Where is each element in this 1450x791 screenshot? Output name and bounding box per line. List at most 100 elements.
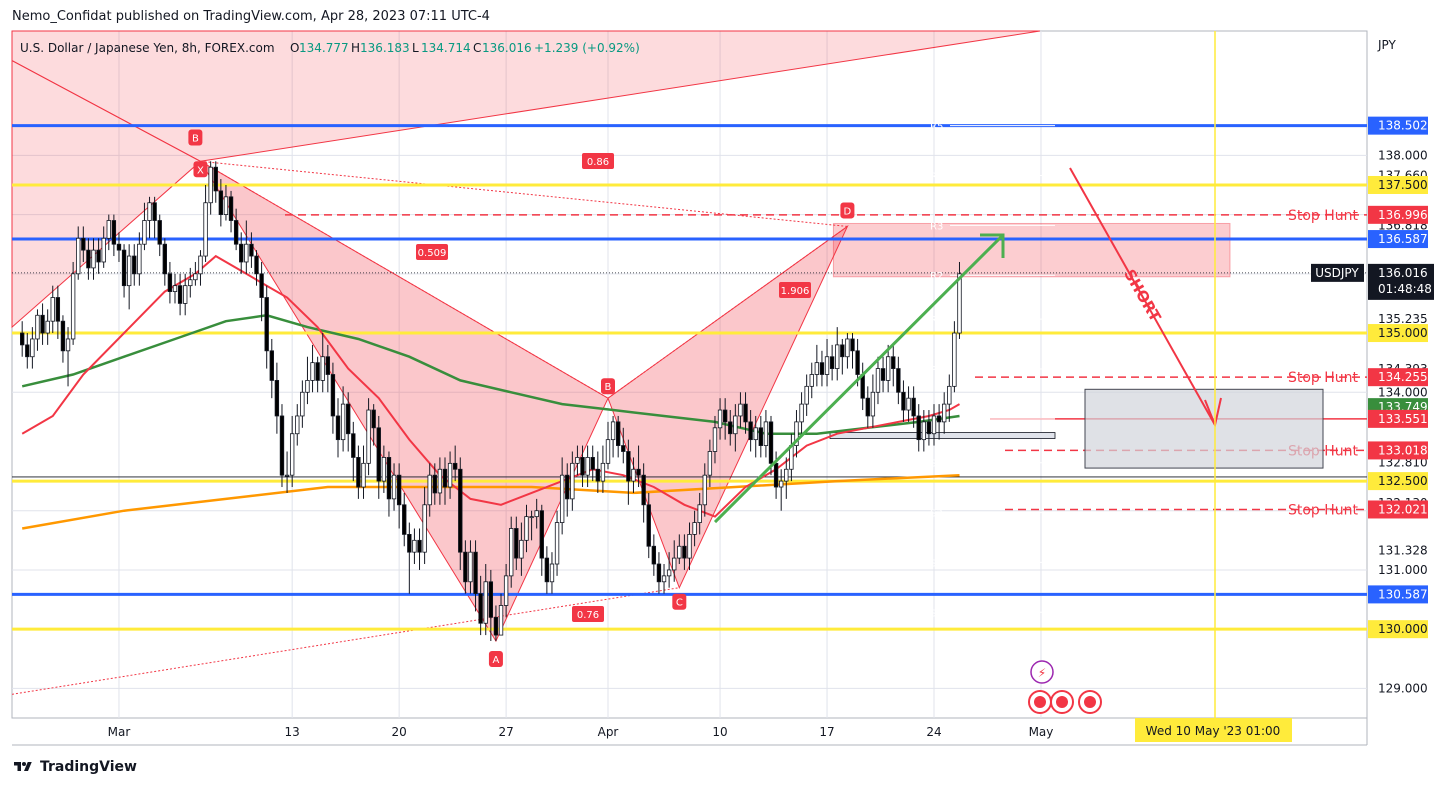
candle bbox=[947, 385, 952, 405]
level-axis-label: 135.000 bbox=[1378, 326, 1428, 340]
stop-hunt-label: Stop Hunt bbox=[1288, 370, 1359, 386]
time-tick-label: 17 bbox=[819, 725, 834, 739]
time-tick-label: Mar bbox=[108, 725, 131, 739]
ratio-badge bbox=[779, 282, 811, 298]
candle bbox=[936, 415, 942, 423]
candle bbox=[458, 468, 463, 553]
candle bbox=[519, 539, 524, 559]
candle bbox=[636, 468, 641, 476]
candle bbox=[702, 474, 707, 506]
candle bbox=[452, 462, 458, 470]
candle bbox=[121, 249, 127, 287]
candle bbox=[259, 273, 264, 298]
candle bbox=[35, 314, 40, 340]
candle bbox=[580, 457, 585, 476]
us-flag-inner bbox=[1056, 696, 1068, 708]
time-tick-label: 24 bbox=[926, 725, 941, 739]
candle bbox=[198, 255, 203, 275]
axis-extra-label: 131.328 bbox=[1378, 544, 1428, 558]
candle bbox=[570, 462, 575, 500]
range-box-small bbox=[829, 432, 1056, 439]
publish-line: Nemo_Confidat published on TradingView.c… bbox=[12, 9, 490, 24]
candle bbox=[692, 522, 697, 535]
candle bbox=[147, 202, 152, 221]
candle bbox=[91, 249, 96, 269]
ohlc-key: O bbox=[290, 41, 299, 55]
candle bbox=[845, 338, 850, 358]
candle bbox=[279, 415, 285, 476]
candle bbox=[712, 427, 718, 452]
ohlc-change: +1.239 (+0.92%) bbox=[534, 41, 640, 55]
level-axis-label: 136.996 bbox=[1378, 208, 1428, 222]
candle bbox=[432, 474, 437, 494]
level-axis-badge bbox=[1368, 324, 1428, 343]
axis-label-bg bbox=[1368, 310, 1428, 329]
lightning-icon bbox=[1030, 660, 1054, 684]
candle bbox=[142, 220, 147, 245]
candle bbox=[320, 356, 325, 381]
candle bbox=[906, 397, 911, 411]
candle bbox=[799, 403, 804, 423]
candle bbox=[254, 255, 259, 275]
candle bbox=[840, 344, 845, 358]
countdown-label: 01:48:48 bbox=[1378, 282, 1432, 296]
candle bbox=[193, 273, 198, 281]
candle bbox=[239, 243, 244, 263]
candle bbox=[96, 249, 101, 263]
candle bbox=[101, 237, 106, 263]
candle bbox=[794, 421, 799, 446]
ratio-label: 1.906 bbox=[781, 286, 810, 297]
point-label: B bbox=[192, 133, 199, 144]
candle bbox=[641, 474, 646, 506]
candle bbox=[855, 350, 860, 375]
candle bbox=[60, 320, 66, 352]
candle bbox=[442, 468, 448, 488]
candle bbox=[677, 545, 682, 559]
current-price-badge bbox=[1368, 263, 1434, 300]
tradingview-brand[interactable]: TradingView bbox=[12, 759, 137, 775]
candle bbox=[819, 362, 825, 375]
candle bbox=[188, 279, 193, 287]
ratio-badge bbox=[416, 244, 448, 260]
level-axis-badge bbox=[1368, 175, 1428, 194]
candle bbox=[758, 427, 763, 446]
candle bbox=[763, 421, 769, 446]
ohlc-value: 136.183 bbox=[360, 41, 410, 55]
candle bbox=[376, 427, 381, 482]
candle bbox=[651, 545, 657, 565]
candle bbox=[330, 374, 336, 417]
candle bbox=[646, 504, 651, 547]
candle bbox=[223, 196, 229, 215]
candle bbox=[396, 474, 402, 506]
level-axis-label: 134.255 bbox=[1378, 370, 1428, 384]
candle bbox=[340, 403, 346, 441]
level-axis-badge bbox=[1368, 620, 1428, 639]
candle bbox=[76, 237, 81, 275]
candle bbox=[554, 522, 560, 565]
ratio-label: 0.509 bbox=[418, 248, 447, 259]
level-axis-badge bbox=[1368, 230, 1428, 249]
pivot-label: S3 bbox=[930, 509, 943, 520]
candle bbox=[488, 581, 494, 618]
candle bbox=[590, 457, 595, 470]
point-badge bbox=[193, 161, 208, 178]
tradingview-logo-icon bbox=[14, 762, 32, 771]
candle bbox=[228, 196, 234, 221]
stop-hunt-label: Stop Hunt bbox=[1288, 208, 1359, 224]
candle bbox=[610, 421, 616, 441]
level-axis-badge bbox=[1368, 368, 1428, 387]
candle bbox=[605, 439, 611, 464]
candle bbox=[885, 356, 891, 381]
candle bbox=[687, 534, 692, 559]
candle bbox=[773, 462, 779, 488]
price-tick-label: 134.000 bbox=[1378, 385, 1428, 399]
candle bbox=[81, 237, 86, 251]
candle bbox=[896, 368, 901, 393]
candle bbox=[493, 616, 499, 636]
candle bbox=[162, 243, 168, 275]
uptrend-arrow-head bbox=[980, 233, 1005, 258]
candle bbox=[631, 468, 636, 482]
candle bbox=[661, 575, 667, 583]
